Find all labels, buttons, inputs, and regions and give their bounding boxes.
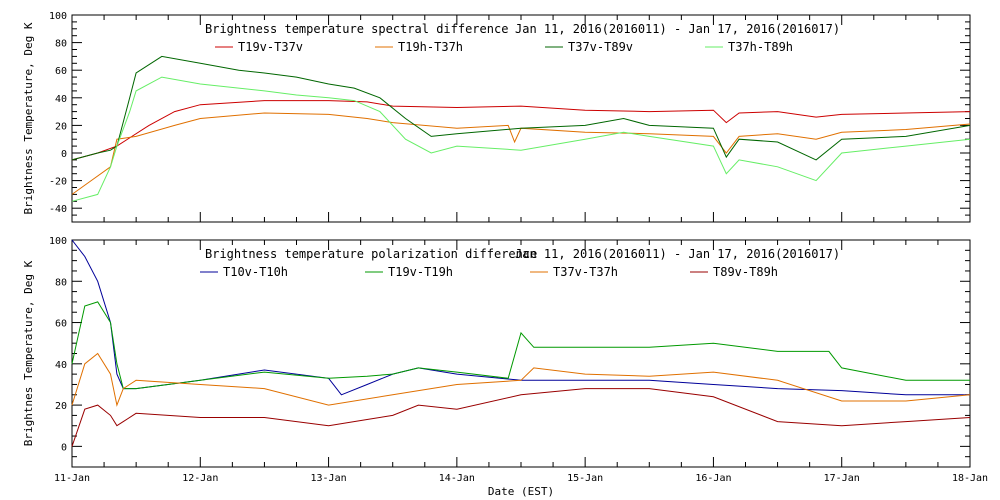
series-line-T19v-T37v	[71, 100, 971, 161]
y-tick-label: 60	[55, 319, 67, 330]
plot-date-range: Jan 11, 2016(2016011) - Jan 17, 2016(201…	[515, 22, 840, 36]
y-tick-label: 60	[55, 66, 67, 77]
y-tick-label: 100	[49, 11, 67, 22]
plot-frame	[71, 14, 971, 223]
y-tick-label: 0	[61, 442, 67, 453]
plot-frame	[71, 239, 971, 468]
panel-1: -40 -20 0 20 40 60 80 100 Brightness Temperature…	[22, 11, 971, 223]
y-tick-label: -20	[49, 177, 67, 188]
series-line-T89v-T89h	[71, 388, 971, 447]
legend-label: T37v-T89v	[568, 40, 633, 54]
legend-label: T19v-T19h	[388, 265, 453, 279]
plot-date-range: Jan 11, 2016(2016011) - Jan 17, 2016(201…	[515, 247, 840, 261]
legend-label: T89v-T89h	[713, 265, 778, 279]
y-tick-label: 40	[55, 360, 67, 371]
y-tick-label: -40	[49, 204, 67, 215]
series-line-T37v-T37h	[71, 352, 971, 407]
x-tick-label: 16-Jan	[695, 473, 731, 484]
x-tick-label: 14-Jan	[439, 473, 475, 484]
x-tick-label: 13-Jan	[311, 473, 347, 484]
y-tick-label: 20	[55, 401, 67, 412]
series-line-T37h-T89h	[71, 76, 971, 202]
legend-label: T37h-T89h	[728, 40, 793, 54]
y-tick-label: 20	[55, 121, 67, 132]
x-axis-title: Date (EST)	[488, 485, 554, 498]
legend-label: T19v-T37v	[238, 40, 303, 54]
x-tick-label: 15-Jan	[567, 473, 603, 484]
panel-2: 0 20 40 60 80 100 Brightnes Temperature, Deg K…	[22, 236, 971, 468]
y-axis-title: Brightnes Temperature, Deg K	[22, 260, 35, 446]
series-line-T37v-T89v	[71, 55, 971, 161]
y-tick-label: 0	[61, 149, 67, 160]
series-line-T19v-T19h	[71, 301, 970, 390]
series-line-T19h-T37h	[71, 112, 971, 195]
y-tick-label: 40	[55, 94, 67, 105]
y-tick-label: 80	[55, 277, 67, 288]
y-tick-label: 100	[49, 236, 67, 247]
y-axis-title: Brightness Temperature, Deg K	[22, 22, 35, 214]
legend-label: T10v-T10h	[223, 265, 288, 279]
x-tick-label: 17-Jan	[824, 473, 860, 484]
legend-label: T19h-T37h	[398, 40, 463, 54]
x-tick-label: 18-Jan	[952, 473, 988, 484]
x-tick-label: 11-Jan	[54, 473, 90, 484]
legend-label: T37v-T37h	[553, 265, 618, 279]
plot-title: Brightness temperature polarization diff…	[205, 247, 537, 261]
plot-title: Brightness temperature spectral differen…	[205, 22, 508, 36]
x-tick-label: 12-Jan	[182, 473, 218, 484]
y-tick-label: 80	[55, 39, 67, 50]
series-line-T10v-T10h	[71, 239, 970, 396]
